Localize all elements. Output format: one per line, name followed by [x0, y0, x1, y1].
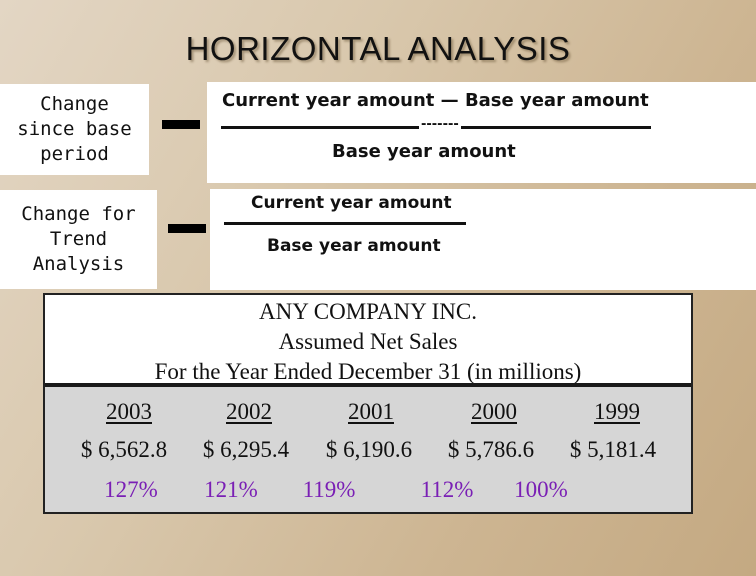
- year-cell: 2000: [471, 399, 517, 424]
- table-header: ANY COMPANY INC. Assumed Net Sales For t…: [45, 295, 691, 387]
- change-for-trend-label-text: Change for Trend Analysis: [21, 203, 136, 275]
- trend-percent-cell: 112%: [420, 477, 474, 502]
- net-sales-table: ANY COMPANY INC. Assumed Net Sales For t…: [43, 293, 693, 514]
- year-cell: 1999: [594, 399, 640, 424]
- formula-1-dashes: -------: [419, 117, 461, 132]
- year-cell: 2003: [106, 399, 152, 424]
- sales-cell: $ 5,786.6: [447, 437, 535, 462]
- formula-1-denominator: Base year amount: [332, 141, 516, 162]
- formula-2-denominator: Base year amount: [267, 236, 441, 256]
- year-cell: 2002: [226, 399, 272, 424]
- formula-2-fraction-bar: [224, 222, 466, 225]
- sales-cell: $ 6,190.6: [325, 437, 413, 462]
- formula-2-numerator: Current year amount: [251, 193, 452, 213]
- table-body: 2003 2002 2001 2000 1999 $ 6,562.8 $ 6,2…: [45, 387, 691, 512]
- trend-percent-cell: 121%: [204, 477, 258, 502]
- change-since-base-label: Change since base period: [0, 84, 149, 175]
- change-for-trend-formula: Current year amount Base year amount: [210, 189, 756, 290]
- trend-percent-cell: 119%: [302, 477, 356, 502]
- trend-percent-cell: 127%: [104, 477, 158, 502]
- sales-cell: $ 6,562.8: [80, 437, 168, 462]
- change-since-base-label-text: Change since base period: [17, 93, 132, 165]
- change-since-base-formula: Current year amount — Base year amount -…: [207, 82, 756, 183]
- sales-cell: $ 5,181.4: [569, 437, 657, 462]
- equals-sign-2: [168, 224, 206, 233]
- change-for-trend-label: Change for Trend Analysis: [0, 190, 157, 289]
- formula-1-numerator: Current year amount — Base year amount: [222, 90, 649, 111]
- equals-sign-1: [162, 120, 200, 129]
- table-period: For the Year Ended December 31 (in milli…: [154, 359, 582, 384]
- table-divider: [45, 383, 691, 387]
- sales-cell: $ 6,295.4: [202, 437, 290, 462]
- trend-percent-cell: 100%: [514, 477, 568, 502]
- page-title: HORIZONTAL ANALYSIS: [185, 30, 571, 67]
- company-name: ANY COMPANY INC.: [259, 299, 477, 324]
- year-cell: 2001: [348, 399, 394, 424]
- table-subtitle: Assumed Net Sales: [278, 329, 458, 354]
